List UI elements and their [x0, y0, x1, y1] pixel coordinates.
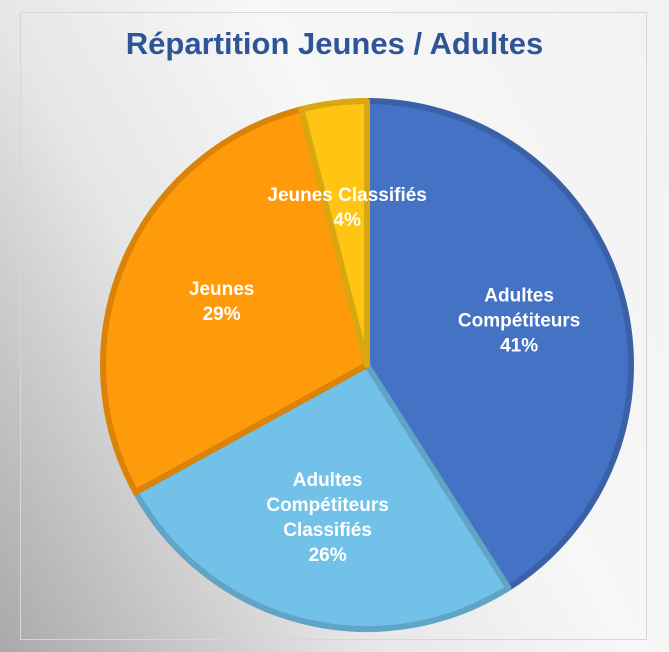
- chart-title: Répartition Jeunes / Adultes: [125, 26, 544, 61]
- slice-label: Adultes Compétiteurs 41%: [424, 283, 614, 358]
- slice-label: Jeunes 29%: [127, 277, 317, 327]
- slice-category: Jeunes: [188, 279, 255, 301]
- slice-value: 26%: [308, 545, 347, 567]
- chart-frame: [20, 12, 647, 640]
- slice-category: Adultes Compétiteurs: [457, 285, 581, 332]
- pie-slice: [100, 106, 370, 496]
- slice-category: Adultes Compétiteurs Classifiés: [266, 470, 389, 542]
- pie-slice: [132, 362, 512, 632]
- slice-value: 29%: [202, 304, 241, 326]
- slice-label: Jeunes Classifiés 4%: [252, 183, 442, 233]
- slice-label: Adultes Compétiteurs Classifiés 26%: [233, 468, 423, 568]
- slice-value: 41%: [500, 335, 539, 357]
- slice-value: 4%: [333, 209, 361, 231]
- pie-slice: [298, 98, 370, 368]
- slice-category: Jeunes Classifiés: [267, 184, 427, 206]
